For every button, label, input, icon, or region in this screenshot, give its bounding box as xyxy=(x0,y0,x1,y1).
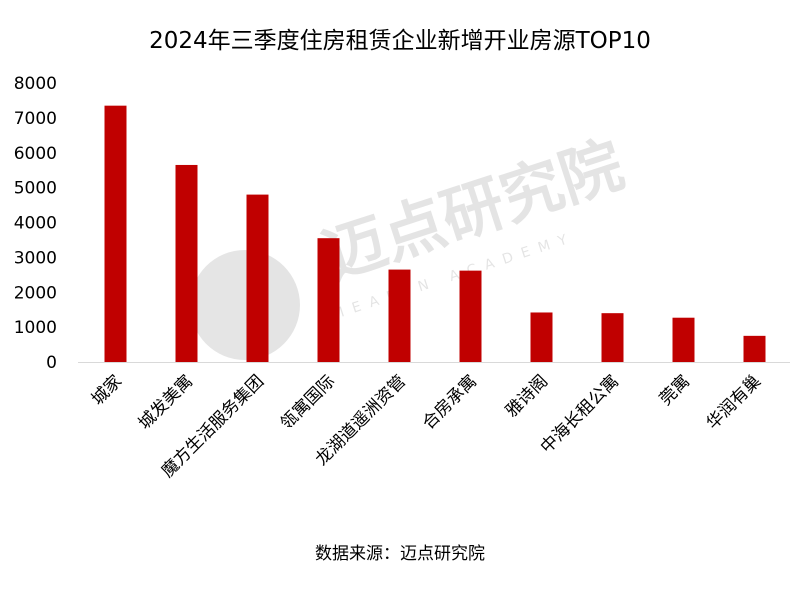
x-category-label: 瓴寓国际 xyxy=(277,371,339,433)
y-tick-label: 5000 xyxy=(14,179,57,199)
y-tick-label: 7000 xyxy=(14,109,57,129)
bar xyxy=(672,317,695,362)
y-tick-label: 8000 xyxy=(14,74,57,94)
x-category-label: 城家 xyxy=(88,371,126,409)
bar xyxy=(175,164,198,362)
bar xyxy=(601,313,624,362)
y-tick-label: 0 xyxy=(46,353,57,373)
y-tick-label: 4000 xyxy=(14,214,57,234)
y-tick-label: 2000 xyxy=(14,283,57,303)
bar-series xyxy=(104,105,766,362)
y-tick-label: 6000 xyxy=(14,144,57,164)
x-category-label: 莞寓 xyxy=(656,371,694,409)
y-axis: 0 1000 2000 3000 4000 5000 6000 7000 8000 xyxy=(14,74,57,373)
source-note: 数据来源：迈点研究院 xyxy=(315,544,485,564)
y-tick-label: 1000 xyxy=(14,318,57,338)
bar xyxy=(743,335,766,362)
x-category-label: 合房承寓 xyxy=(419,371,481,433)
bar xyxy=(246,194,269,362)
bar xyxy=(459,270,482,362)
chart-title: 2024年三季度住房租赁企业新增开业房源TOP10 xyxy=(149,28,651,54)
bar xyxy=(388,269,411,362)
x-category-label: 城发美寓 xyxy=(135,371,197,433)
bar xyxy=(317,238,340,362)
x-category-label: 华润有巢 xyxy=(703,371,765,433)
y-tick-label: 3000 xyxy=(14,248,57,268)
x-category-label: 雅诗阁 xyxy=(502,371,552,421)
bar xyxy=(104,105,127,362)
bar xyxy=(530,312,553,362)
